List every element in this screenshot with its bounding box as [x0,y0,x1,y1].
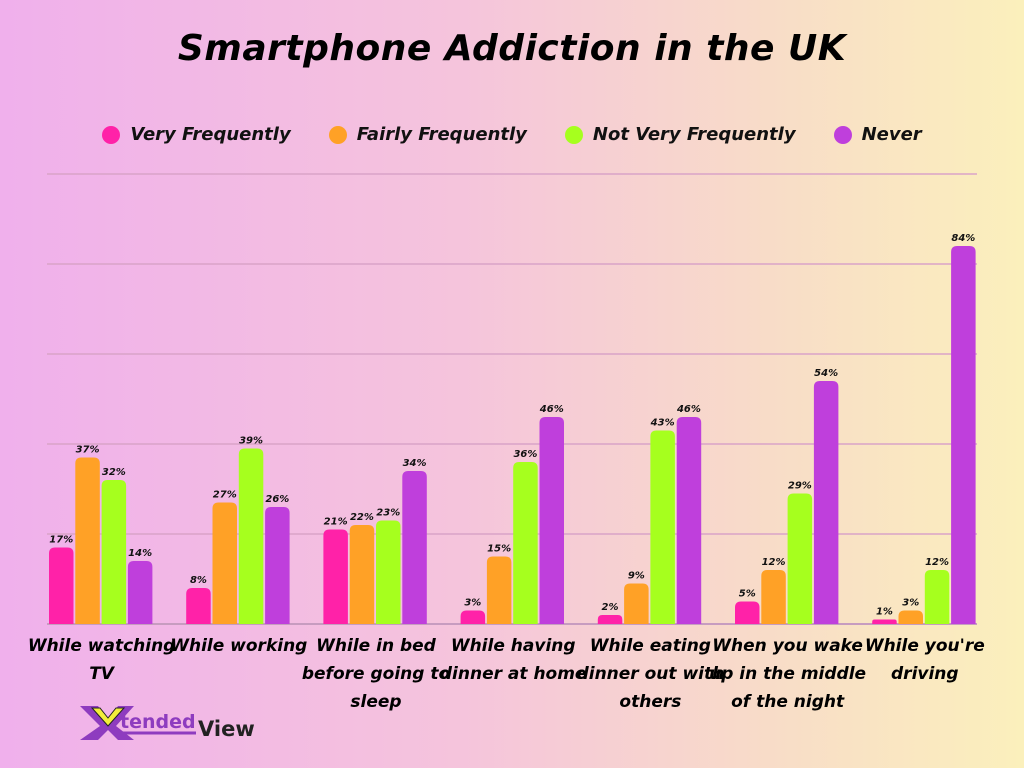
legend: Very Frequently Fairly Frequently Not Very… [0,124,1024,145]
legend-item: Fairly Frequently [328,124,527,145]
data-label: 46% [539,404,564,415]
data-label: 34% [403,458,427,469]
data-label: 21% [324,517,348,528]
bar [735,601,760,624]
bar [951,246,976,624]
data-label: 46% [676,404,701,415]
bar [460,610,486,624]
data-label: 5% [739,589,756,600]
svg-text:View: View [198,717,255,741]
legend-swatch [564,125,583,144]
bar [761,570,786,624]
bar [101,480,127,624]
data-label: 29% [788,481,812,492]
data-label: 12% [762,557,786,568]
bar [349,525,375,624]
data-label: 8% [190,575,207,586]
bar [238,448,264,624]
bar [376,520,401,624]
bar [597,615,623,624]
bar [513,462,538,624]
data-label: 3% [902,598,919,609]
bar [127,561,153,624]
bar [650,430,675,624]
data-label: 14% [128,548,152,559]
category-label: While you're driving [864,636,985,684]
bar [924,570,950,624]
data-label: 1% [876,607,893,618]
data-label: 32% [102,467,126,478]
data-label: 43% [650,418,675,429]
bar [898,610,923,624]
legend-label: Very Frequently [130,124,291,145]
data-label: 23% [376,508,400,519]
legend-label: Not Very Frequently [592,124,796,145]
data-label: 84% [951,233,975,244]
category-label: While eating dinner out with others [576,636,725,712]
bar [75,457,100,624]
bar [402,471,427,624]
category-label: While working [170,636,308,656]
legend-swatch [102,125,121,144]
data-label: 26% [265,494,289,505]
bar [265,507,290,624]
data-label: 36% [513,449,537,460]
bar [186,588,211,624]
data-label: 2% [602,602,619,613]
bar [539,417,564,624]
data-label: 37% [76,445,100,456]
data-label: 9% [628,571,645,582]
data-label: 12% [925,557,949,568]
chart-title: Smartphone Addiction in the UK [177,28,847,69]
category-label: While in bed before going to sleep [301,636,451,712]
bar [486,556,512,624]
data-label: 15% [487,544,511,555]
bar [813,381,839,624]
bar [624,583,649,624]
data-label: 17% [49,535,73,546]
legend-swatch [328,125,347,144]
bar [212,502,237,624]
bar [49,547,74,624]
legend-item: Very Frequently [102,124,291,145]
category-label: While watching TV [27,636,176,684]
legend-label: Fairly Frequently [356,124,527,145]
legend-item: Not Very Frequently [564,124,796,145]
data-label: 27% [213,490,237,501]
legend-item: Never [833,124,922,145]
svg-text:tended: tended [120,711,196,733]
bar [323,529,348,624]
category-label: When you wake up in the middle of the ni… [709,636,867,712]
legend-swatch [833,125,852,144]
bar [676,417,702,624]
bar [787,493,813,624]
bar [872,619,897,624]
data-label: 39% [239,436,263,447]
data-label: 22% [350,512,374,523]
legend-label: Never [861,124,922,145]
xtendedview-logo: tended View [80,706,255,741]
category-label: While having dinner at home [439,636,587,684]
data-label: 54% [814,368,838,379]
data-label: 3% [464,598,481,609]
